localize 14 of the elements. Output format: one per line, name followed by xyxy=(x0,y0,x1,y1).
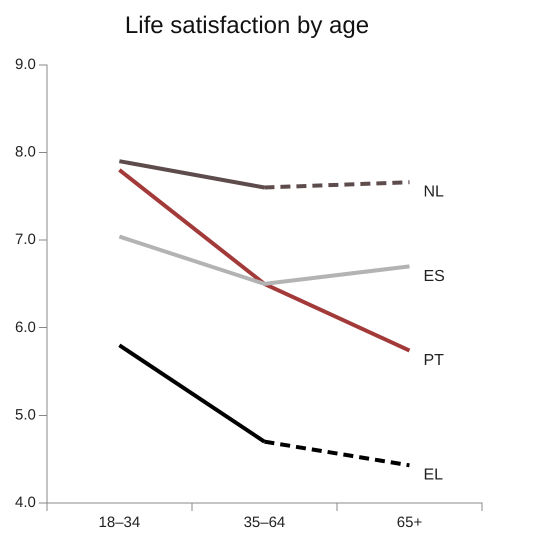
y-tick-label: 4.0 xyxy=(14,494,36,512)
series-label: NL xyxy=(423,184,444,201)
series-label: PT xyxy=(423,352,444,369)
chart-title: Life satisfaction by age xyxy=(124,12,370,40)
x-tick-label: 65+ xyxy=(396,514,422,532)
y-tick-label: 5.0 xyxy=(14,406,36,424)
y-tick-label: 6.0 xyxy=(14,318,36,336)
y-tick-label: 9.0 xyxy=(14,56,36,73)
series-label: ES xyxy=(423,268,445,285)
y-tick-label: 7.0 xyxy=(14,231,36,248)
series-label: EL xyxy=(423,466,444,484)
x-tick-label: 18–34 xyxy=(98,514,140,532)
x-tick-label: 35–64 xyxy=(244,514,286,532)
y-tick-label: 8.0 xyxy=(14,144,36,161)
